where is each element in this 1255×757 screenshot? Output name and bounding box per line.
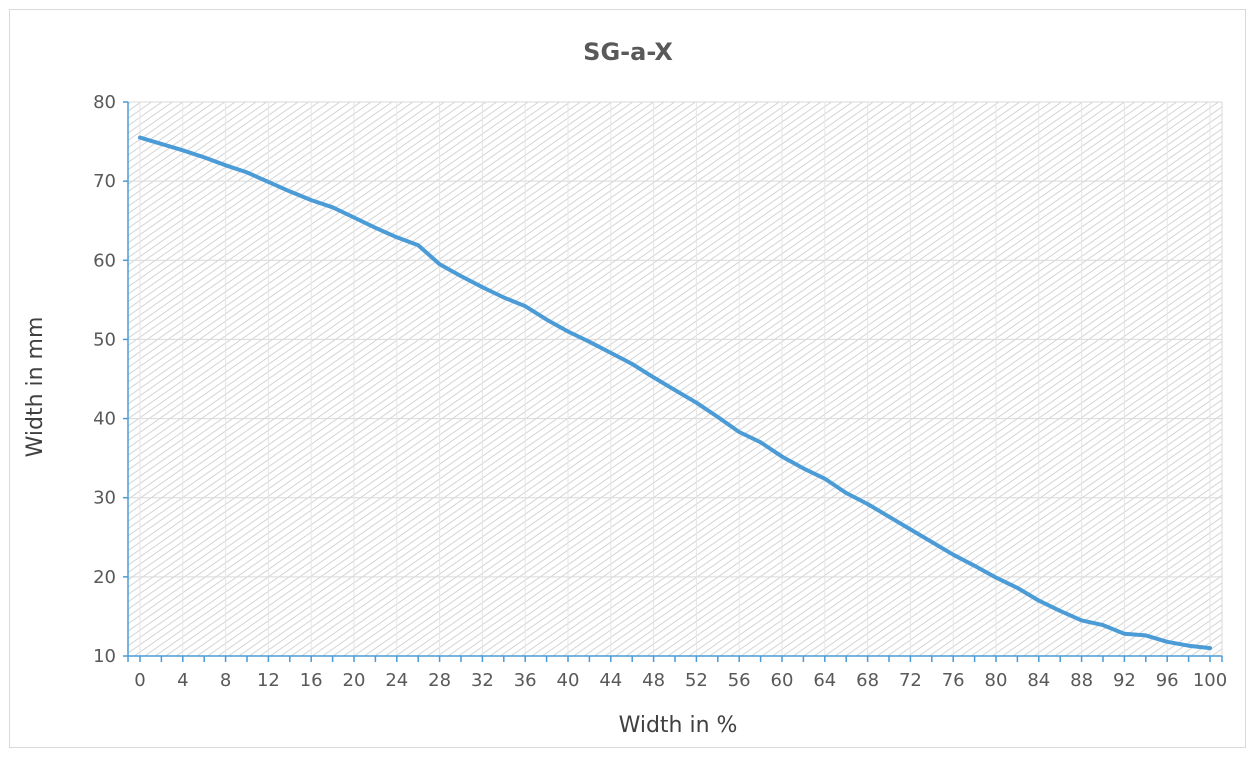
x-tick-label: 64 bbox=[813, 670, 836, 691]
y-axis-title: Width in mm bbox=[23, 317, 48, 458]
x-tick-label: 4 bbox=[177, 670, 188, 691]
x-tick-label: 0 bbox=[134, 670, 145, 691]
chart-frame: SG-a-X 10 20 30 40 50 60 70 80 0 4 8 12 16 20 24 28 32 36… bbox=[9, 9, 1246, 748]
x-tick-label: 40 bbox=[557, 670, 580, 691]
y-tick-label: 50 bbox=[93, 329, 116, 350]
x-tick-label: 24 bbox=[385, 670, 408, 691]
x-tick-label: 32 bbox=[471, 670, 494, 691]
chart-title: SG-a-X bbox=[583, 38, 673, 66]
x-tick-label: 36 bbox=[514, 670, 537, 691]
x-tick-label: 48 bbox=[642, 670, 665, 691]
x-tick-label: 76 bbox=[942, 670, 965, 691]
x-axis-title: Width in % bbox=[619, 713, 738, 738]
y-tick-label: 80 bbox=[93, 92, 116, 113]
grid-layer bbox=[128, 101, 1222, 656]
y-tick-label: 40 bbox=[93, 409, 116, 430]
y-tick-label: 30 bbox=[93, 488, 116, 509]
plot-area bbox=[127, 101, 1223, 657]
y-tick-label: 60 bbox=[93, 250, 116, 271]
series-line bbox=[138, 135, 1212, 651]
x-tick-label: 72 bbox=[899, 670, 922, 691]
x-tick-label: 56 bbox=[728, 670, 751, 691]
x-tick-label: 68 bbox=[856, 670, 879, 691]
x-tick-label: 84 bbox=[1027, 670, 1050, 691]
x-tick-label: 96 bbox=[1156, 670, 1179, 691]
x-tick-label: 88 bbox=[1070, 670, 1093, 691]
x-tick-label: 16 bbox=[300, 670, 323, 691]
x-tick-label: 80 bbox=[985, 670, 1008, 691]
x-tick-label: 12 bbox=[257, 670, 280, 691]
y-tick-label: 10 bbox=[93, 646, 116, 667]
x-tick-label: 100 bbox=[1193, 670, 1227, 691]
x-tick-label: 20 bbox=[343, 670, 366, 691]
series-layer bbox=[138, 135, 1212, 651]
x-tick-label: 8 bbox=[220, 670, 231, 691]
x-tick-label: 92 bbox=[1113, 670, 1136, 691]
x-tick-label: 60 bbox=[771, 670, 794, 691]
x-tick-label: 28 bbox=[428, 670, 451, 691]
y-tick-label: 20 bbox=[93, 567, 116, 588]
x-tick-label: 44 bbox=[599, 670, 622, 691]
y-tick-label: 70 bbox=[93, 171, 116, 192]
x-tick-label: 52 bbox=[685, 670, 708, 691]
